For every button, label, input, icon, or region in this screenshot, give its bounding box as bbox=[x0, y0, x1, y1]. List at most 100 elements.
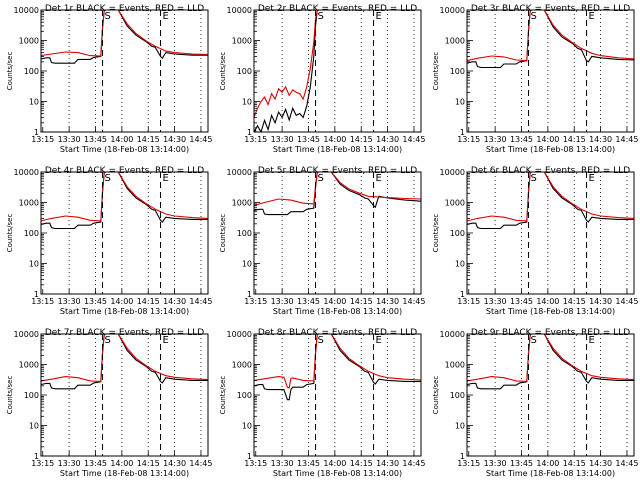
series-lld-line bbox=[41, 172, 208, 222]
series-lld-line bbox=[467, 172, 634, 222]
x-tick-label: 13:45 bbox=[84, 459, 107, 468]
x-axis-label: Start Time (18-Feb-08 13:14:00) bbox=[60, 469, 189, 478]
x-tick-label: 13:15 bbox=[31, 297, 54, 306]
x-tick-label: 13:45 bbox=[510, 459, 533, 468]
y-tick-label: 10000 bbox=[227, 168, 252, 177]
y-tick-label: 100 bbox=[237, 391, 252, 400]
x-tick-label: 13:15 bbox=[31, 135, 54, 144]
x-tick-label: 13:45 bbox=[510, 135, 533, 144]
x-tick-label: 14:00 bbox=[110, 135, 133, 144]
series-events-line bbox=[467, 334, 634, 390]
x-tick-label: 14:15 bbox=[350, 135, 373, 144]
x-tick-label: 14:30 bbox=[376, 297, 399, 306]
panel-title: Det 1r BLACK = Events, RED = LLD bbox=[45, 4, 204, 14]
panel-3: S E 1 10 100 1000 10000 13:15 13:30 13:45 14:00 14:… bbox=[432, 4, 638, 154]
x-tick-label: 13:45 bbox=[84, 135, 107, 144]
y-tick-label: 100 bbox=[450, 67, 465, 76]
marker-label: S bbox=[105, 335, 111, 346]
y-tick-label: 100 bbox=[24, 67, 39, 76]
x-axis-label: Start Time (18-Feb-08 13:14:00) bbox=[486, 145, 615, 154]
series-events-line bbox=[254, 172, 421, 216]
x-tick-label: 13:45 bbox=[510, 297, 533, 306]
x-tick-label: 14:15 bbox=[137, 297, 160, 306]
series-lld-line bbox=[467, 10, 634, 62]
x-tick-label: 14:45 bbox=[402, 459, 425, 468]
panel-title: Det 6r BLACK = Events, RED = LLD bbox=[471, 166, 630, 176]
y-tick-label: 1000 bbox=[445, 37, 465, 46]
x-tick-label: 14:45 bbox=[615, 459, 638, 468]
plot-frame bbox=[253, 171, 422, 295]
marker-label: E bbox=[376, 173, 382, 184]
x-tick-label: 13:30 bbox=[58, 459, 81, 468]
x-tick-label: 13:15 bbox=[457, 135, 480, 144]
panel-title: Det 7r BLACK = Events, RED = LLD bbox=[45, 328, 204, 338]
x-tick-label: 13:30 bbox=[58, 135, 81, 144]
x-tick-label: 14:00 bbox=[536, 459, 559, 468]
plot-frame bbox=[40, 333, 209, 457]
marker-label: S bbox=[318, 11, 324, 22]
plot-frame bbox=[466, 333, 635, 457]
y-tick-label: 1000 bbox=[232, 37, 252, 46]
y-tick-label: 10 bbox=[455, 260, 465, 269]
x-tick-label: 14:15 bbox=[563, 135, 586, 144]
x-tick-label: 14:00 bbox=[110, 297, 133, 306]
y-tick-label: 100 bbox=[24, 391, 39, 400]
y-tick-label: 1000 bbox=[19, 199, 39, 208]
y-tick-label: 100 bbox=[450, 229, 465, 238]
plot-frame bbox=[40, 9, 209, 133]
x-tick-label: 14:45 bbox=[189, 297, 212, 306]
x-tick-label: 14:15 bbox=[563, 459, 586, 468]
x-axis-label: Start Time (18-Feb-08 13:14:00) bbox=[486, 469, 615, 478]
y-axis-label: Counts/sec bbox=[432, 214, 440, 253]
series-lld-line bbox=[41, 334, 208, 382]
series-events-line bbox=[41, 172, 208, 230]
y-tick-label: 10000 bbox=[14, 168, 39, 177]
marker-label: E bbox=[589, 173, 595, 184]
marker-label: S bbox=[531, 173, 537, 184]
plot-frame bbox=[253, 333, 422, 457]
series-lld-line bbox=[467, 334, 634, 382]
y-tick-label: 10 bbox=[29, 98, 39, 107]
x-tick-label: 14:45 bbox=[402, 135, 425, 144]
x-tick-label: 14:15 bbox=[350, 297, 373, 306]
x-tick-label: 14:00 bbox=[536, 297, 559, 306]
y-tick-label: 10 bbox=[242, 260, 252, 269]
series-events-line bbox=[254, 10, 318, 132]
series-lld-line bbox=[254, 172, 421, 207]
y-tick-label: 1000 bbox=[232, 199, 252, 208]
panel-title: Det 4r BLACK = Events, RED = LLD bbox=[45, 166, 204, 176]
x-axis-label: Start Time (18-Feb-08 13:14:00) bbox=[273, 145, 402, 154]
panel-6: S E 1 10 100 1000 10000 13:15 13:30 13:45 14:00 14:… bbox=[432, 166, 638, 316]
panel-1: S E 1 10 100 1000 10000 13:15 13:30 13:45 14:00 14:… bbox=[6, 4, 212, 154]
x-tick-label: 14:30 bbox=[589, 459, 612, 468]
y-axis-label: Counts/sec bbox=[219, 376, 227, 415]
x-tick-label: 14:00 bbox=[323, 297, 346, 306]
x-tick-label: 13:15 bbox=[244, 459, 267, 468]
panel-title: Det 2r BLACK = Events, RED = LLD bbox=[258, 4, 417, 14]
y-tick-label: 10000 bbox=[227, 6, 252, 15]
marker-label: E bbox=[163, 335, 169, 346]
y-tick-label: 100 bbox=[237, 67, 252, 76]
y-tick-label: 10000 bbox=[440, 168, 465, 177]
x-tick-label: 13:15 bbox=[244, 297, 267, 306]
y-axis-label: Counts/sec bbox=[219, 52, 227, 91]
y-tick-label: 1 bbox=[34, 290, 39, 299]
y-tick-label: 100 bbox=[237, 229, 252, 238]
marker-label: E bbox=[163, 173, 169, 184]
x-tick-label: 13:30 bbox=[271, 135, 294, 144]
x-tick-label: 14:00 bbox=[323, 135, 346, 144]
y-tick-label: 10000 bbox=[14, 330, 39, 339]
x-tick-label: 14:30 bbox=[376, 459, 399, 468]
x-tick-label: 13:15 bbox=[244, 135, 267, 144]
y-axis-label: Counts/sec bbox=[6, 376, 14, 415]
panel-title: Det 5r BLACK = Events, RED = LLD bbox=[258, 166, 417, 176]
x-axis-label: Start Time (18-Feb-08 13:14:00) bbox=[486, 307, 615, 316]
marker-label: S bbox=[318, 173, 324, 184]
x-tick-label: 14:45 bbox=[189, 135, 212, 144]
x-tick-label: 14:15 bbox=[350, 459, 373, 468]
x-tick-label: 13:45 bbox=[84, 297, 107, 306]
x-tick-label: 14:45 bbox=[402, 297, 425, 306]
y-axis-label: Counts/sec bbox=[6, 214, 14, 253]
y-tick-label: 1 bbox=[247, 452, 252, 461]
